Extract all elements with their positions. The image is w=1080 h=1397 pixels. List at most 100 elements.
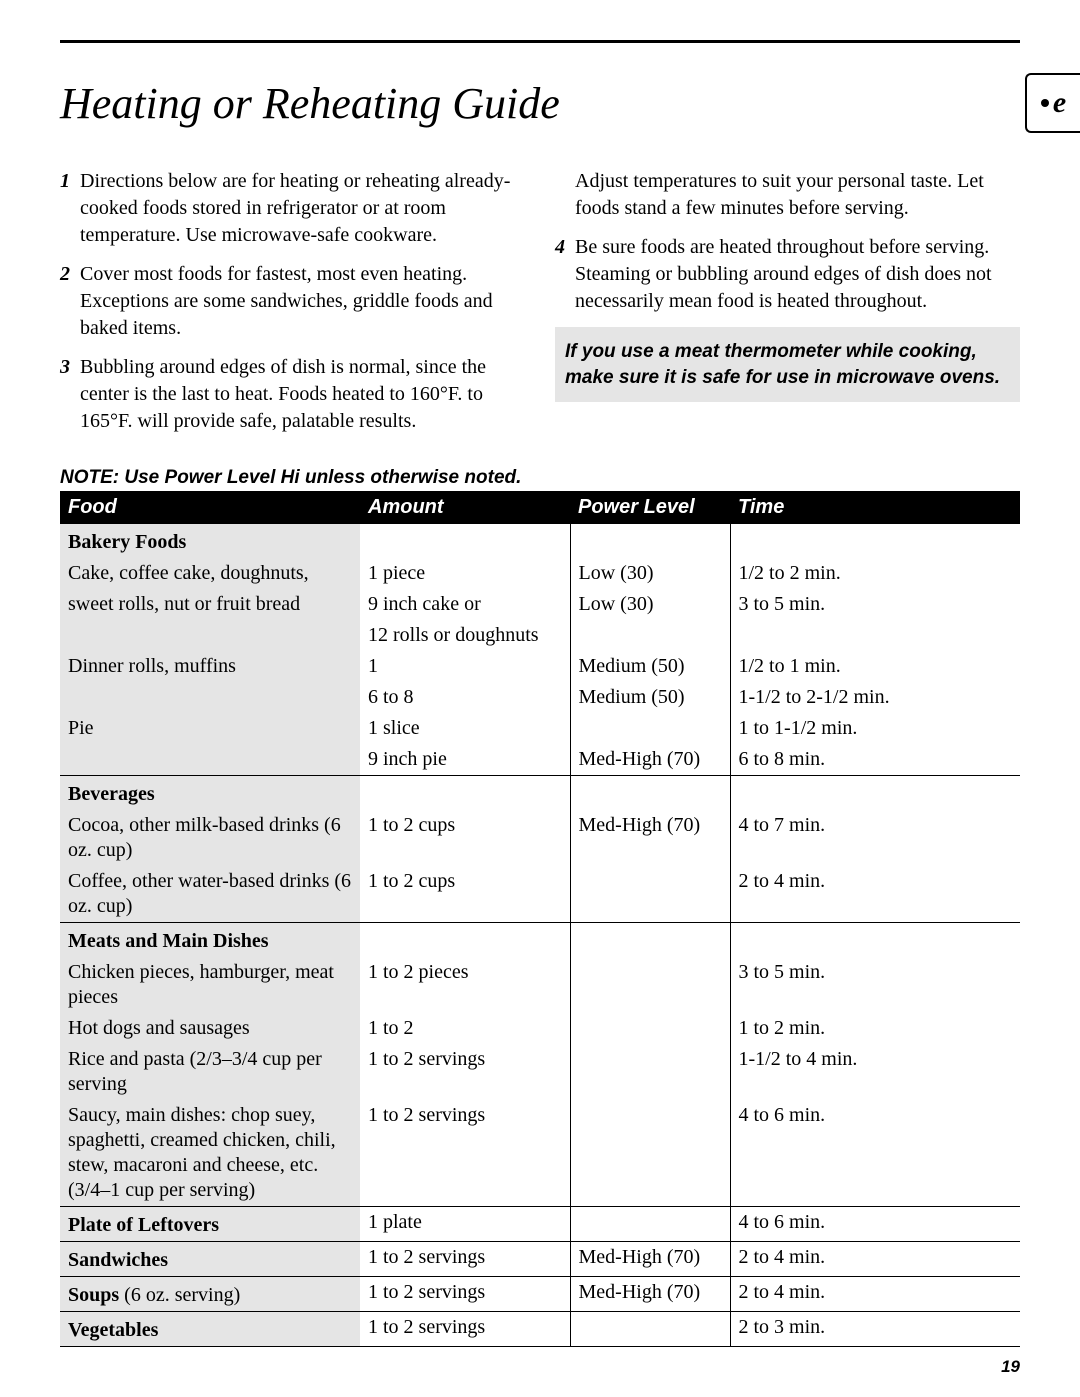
cell-time: 2 to 3 min. bbox=[730, 1312, 1020, 1347]
cell-amount: 1 piece bbox=[360, 558, 570, 589]
table-row: 9 inch pieMed-High (70)6 to 8 min. bbox=[60, 744, 1020, 776]
cell-power bbox=[570, 923, 730, 958]
top-rule bbox=[60, 40, 1020, 43]
intro-right-column: Adjust temperatures to suit your persona… bbox=[555, 168, 1020, 447]
cell-power bbox=[570, 1044, 730, 1100]
side-tab-icon: e bbox=[1025, 73, 1080, 133]
cell-time: 3 to 5 min. bbox=[730, 957, 1020, 1013]
cell-food: Vegetables bbox=[60, 1312, 360, 1347]
cell-amount: 1 to 2 servings bbox=[360, 1044, 570, 1100]
spacer bbox=[555, 168, 575, 222]
cell-power bbox=[570, 1312, 730, 1347]
cell-amount: 1 to 2 servings bbox=[360, 1277, 570, 1312]
intro-item-number: 2 bbox=[60, 261, 80, 342]
cell-amount: 12 rolls or doughnuts bbox=[360, 620, 570, 651]
intro-item-number: 4 bbox=[555, 234, 575, 315]
note-text: NOTE: Use Power Level Hi unless otherwis… bbox=[60, 467, 1020, 489]
intro-right-list: 4Be sure foods are heated throughout bef… bbox=[555, 234, 1020, 315]
table-header-row: Food Amount Power Level Time bbox=[60, 491, 1020, 524]
callout-box: If you use a meat thermometer while cook… bbox=[555, 327, 1020, 402]
cell-amount: 9 inch pie bbox=[360, 744, 570, 776]
cell-amount: 1 to 2 cups bbox=[360, 866, 570, 923]
cell-time: 2 to 4 min. bbox=[730, 1277, 1020, 1312]
intro-right-plain: Adjust temperatures to suit your persona… bbox=[555, 168, 1020, 222]
table-body: Bakery FoodsCake, coffee cake, doughnuts… bbox=[60, 524, 1020, 1347]
cell-time: 1 to 2 min. bbox=[730, 1013, 1020, 1044]
intro-columns: 1Directions below are for heating or reh… bbox=[60, 168, 1020, 447]
cell-amount bbox=[360, 524, 570, 558]
cell-time bbox=[730, 620, 1020, 651]
table-row: Beverages bbox=[60, 776, 1020, 811]
cell-amount: 6 to 8 bbox=[360, 682, 570, 713]
cell-amount bbox=[360, 776, 570, 811]
cell-time: 4 to 6 min. bbox=[730, 1100, 1020, 1207]
intro-item-text: Be sure foods are heated throughout befo… bbox=[575, 234, 1020, 315]
intro-left-column: 1Directions below are for heating or reh… bbox=[60, 168, 525, 447]
swirl-icon: e bbox=[1053, 86, 1066, 120]
cell-power bbox=[570, 776, 730, 811]
cell-time: 1/2 to 2 min. bbox=[730, 558, 1020, 589]
cell-power: Medium (50) bbox=[570, 651, 730, 682]
cell-food: Meats and Main Dishes bbox=[60, 923, 360, 958]
intro-item: 1Directions below are for heating or reh… bbox=[60, 168, 525, 249]
cell-amount: 1 to 2 pieces bbox=[360, 957, 570, 1013]
table-row: Sandwiches1 to 2 servingsMed-High (70)2 … bbox=[60, 1242, 1020, 1277]
col-time: Time bbox=[730, 491, 1020, 524]
cell-power: Med-High (70) bbox=[570, 744, 730, 776]
table-row: Chicken pieces, hamburger, meat pieces1 … bbox=[60, 957, 1020, 1013]
cell-power: Medium (50) bbox=[570, 682, 730, 713]
table-row: Dinner rolls, muffins1Medium (50)1/2 to … bbox=[60, 651, 1020, 682]
cell-time: 1 to 1-1/2 min. bbox=[730, 713, 1020, 744]
intro-item-number: 1 bbox=[60, 168, 80, 249]
cell-amount bbox=[360, 923, 570, 958]
table-row: sweet rolls, nut or fruit bread9 inch ca… bbox=[60, 589, 1020, 620]
page-number: 19 bbox=[1001, 1357, 1020, 1377]
cell-power bbox=[570, 957, 730, 1013]
cell-time: 1-1/2 to 4 min. bbox=[730, 1044, 1020, 1100]
cell-power bbox=[570, 1207, 730, 1242]
table-row: Rice and pasta (2/3–3/4 cup per serving1… bbox=[60, 1044, 1020, 1100]
table-row: Coffee, other water-based drinks (6 oz. … bbox=[60, 866, 1020, 923]
cell-time: 1/2 to 1 min. bbox=[730, 651, 1020, 682]
cell-amount: 1 bbox=[360, 651, 570, 682]
intro-item-number: 3 bbox=[60, 354, 80, 435]
cell-power bbox=[570, 524, 730, 558]
cell-power: Med-High (70) bbox=[570, 1277, 730, 1312]
intro-item-text: Bubbling around edges of dish is normal,… bbox=[80, 354, 525, 435]
cell-time: 1-1/2 to 2-1/2 min. bbox=[730, 682, 1020, 713]
col-power: Power Level bbox=[570, 491, 730, 524]
table-row: Soups (6 oz. serving)1 to 2 servingsMed-… bbox=[60, 1277, 1020, 1312]
cell-amount: 1 to 2 servings bbox=[360, 1242, 570, 1277]
cell-food: Rice and pasta (2/3–3/4 cup per serving bbox=[60, 1044, 360, 1100]
cell-power bbox=[570, 866, 730, 923]
cell-amount: 1 to 2 servings bbox=[360, 1312, 570, 1347]
cell-power: Med-High (70) bbox=[570, 810, 730, 866]
table-row: Cake, coffee cake, doughnuts,1 pieceLow … bbox=[60, 558, 1020, 589]
cell-time bbox=[730, 923, 1020, 958]
cell-power bbox=[570, 713, 730, 744]
intro-item: 4Be sure foods are heated throughout bef… bbox=[555, 234, 1020, 315]
cell-food: Plate of Leftovers bbox=[60, 1207, 360, 1242]
intro-item-text: Cover most foods for fastest, most even … bbox=[80, 261, 525, 342]
cell-power bbox=[570, 1100, 730, 1207]
cell-food: Sandwiches bbox=[60, 1242, 360, 1277]
cell-time bbox=[730, 524, 1020, 558]
cell-amount: 1 slice bbox=[360, 713, 570, 744]
cell-time: 4 to 6 min. bbox=[730, 1207, 1020, 1242]
cell-power bbox=[570, 1013, 730, 1044]
cell-food bbox=[60, 744, 360, 776]
intro-item: 3Bubbling around edges of dish is normal… bbox=[60, 354, 525, 435]
cell-amount: 1 to 2 bbox=[360, 1013, 570, 1044]
cell-food: Bakery Foods bbox=[60, 524, 360, 558]
cell-power bbox=[570, 620, 730, 651]
intro-item-text: Directions below are for heating or rehe… bbox=[80, 168, 525, 249]
cell-time: 6 to 8 min. bbox=[730, 744, 1020, 776]
cell-food: Dinner rolls, muffins bbox=[60, 651, 360, 682]
cell-time: 4 to 7 min. bbox=[730, 810, 1020, 866]
cell-power: Med-High (70) bbox=[570, 1242, 730, 1277]
cell-time: 2 to 4 min. bbox=[730, 1242, 1020, 1277]
cell-food: Pie bbox=[60, 713, 360, 744]
table-row: Vegetables1 to 2 servings 2 to 3 min. bbox=[60, 1312, 1020, 1347]
table-row: Plate of Leftovers1 plate4 to 6 min. bbox=[60, 1207, 1020, 1242]
cell-food: Hot dogs and sausages bbox=[60, 1013, 360, 1044]
